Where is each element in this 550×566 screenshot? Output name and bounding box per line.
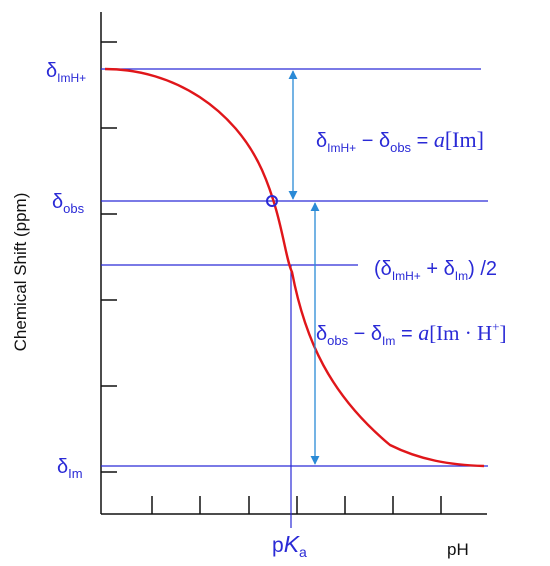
eq-delta: δ [444,258,455,280]
obs-level-label: δobs [52,191,85,216]
eq-bracket-term: [Im · H [429,321,492,345]
eq-subscript: obs [327,333,348,348]
eq-paren-close: ) /2 [468,258,497,280]
axes [100,12,487,515]
eq-paren: ( [374,258,381,280]
x-axis-label: pH [447,540,469,559]
eq-subscript: ImH+ [392,269,421,283]
pka-p: p [272,534,284,557]
midpoint-equation: (δImH+ + δIm) /2 [374,258,497,283]
im-subscript: Im [68,466,82,481]
observed-point-marker [266,195,278,207]
eq-operator: − [356,130,379,152]
eq-coefficient: a [418,320,429,345]
eq-delta: δ [379,130,390,152]
eq-delta: δ [371,323,382,345]
pka-k: K [284,531,301,557]
eq-subscript: ImH+ [327,141,356,155]
imh-subscript: ImH+ [57,71,86,85]
pka-subscript: a [299,544,307,560]
pka-label: pKa [272,531,307,560]
im-level-label: δIm [57,456,83,481]
eq-delta: δ [381,258,392,280]
eq-equals: = [395,323,418,345]
y-ticks [101,41,117,473]
eq-subscript: Im [455,269,468,283]
eq-delta: δ [316,130,327,152]
eq-coefficient: a [434,127,445,152]
delta-symbol: δ [57,456,68,478]
x-ticks [151,496,442,514]
delta-symbol: δ [52,191,63,213]
upper-difference-equation: δImH+ − δobs = a[Im] [316,127,484,155]
obs-subscript: obs [63,201,84,216]
imh-level-label: δImH+ [46,60,86,85]
eq-subscript: obs [390,140,411,155]
eq-bracket-close: ] [500,321,507,345]
y-axis-label: Chemical Shift (ppm) [11,193,30,352]
eq-delta: δ [316,323,327,345]
eq-bracket-term: [Im] [445,127,484,152]
guide-lines [101,68,488,528]
eq-subscript: Im [382,334,395,348]
eq-operator: − [348,323,371,345]
titration-curve [104,67,485,468]
eq-equals: = [411,130,434,152]
lower-difference-equation: δobs − δIm = a[Im · H+] [316,319,507,348]
eq-operator: + [421,258,444,280]
eq-superscript: + [492,319,499,334]
delta-symbol: δ [46,60,57,82]
